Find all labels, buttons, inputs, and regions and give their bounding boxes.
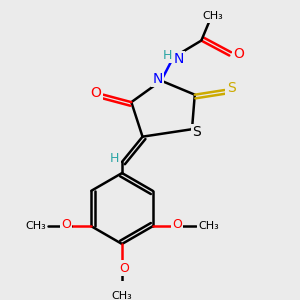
Text: CH₃: CH₃ [25,221,46,231]
Text: CH₃: CH₃ [198,221,219,231]
Text: O: O [172,218,182,231]
Text: S: S [227,81,236,95]
Text: CH₃: CH₃ [202,11,223,21]
Text: N: N [152,72,163,86]
Text: O: O [233,46,244,61]
Text: O: O [61,218,71,231]
Text: N: N [174,52,184,66]
Text: CH₃: CH₃ [112,291,132,300]
Text: O: O [119,262,129,275]
Text: O: O [90,86,101,100]
Text: H: H [110,152,119,165]
Text: S: S [192,125,201,139]
Text: H: H [163,49,172,62]
